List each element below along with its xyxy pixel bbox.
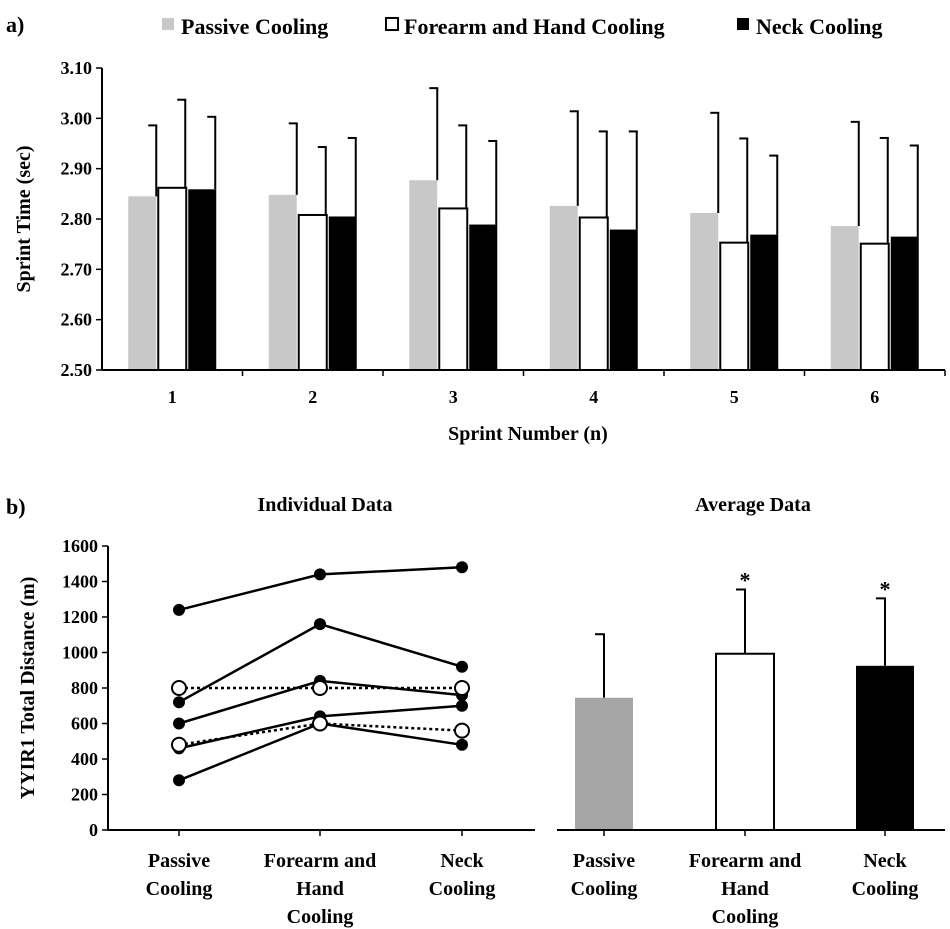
individual-point-1-1 [314,618,326,631]
legend-swatch-forearm [385,17,399,31]
legend-label-neck: Neck Cooling [756,14,883,39]
individual-category-label-0-1: Cooling [146,878,213,900]
panel-b-label: b) [6,494,26,519]
legend: Passive Cooling Forearm and Hand Cooling… [162,14,883,39]
bar-1-3 [578,216,609,371]
individual-point-0-1 [314,568,326,581]
y-tick-label-5: 3.00 [61,108,93,128]
legend-label-forearm: Forearm and Hand Cooling [404,14,665,39]
sprint-time-chart: 2.50 2.60 2.70 2.80 2.90 3.00 3.10 1 2 3 4 5 6 [61,58,946,407]
x-tick-label-2: 3 [449,387,458,407]
panel-a-label: a) [6,12,24,37]
individual-point-5-1 [312,680,328,696]
bar-1-1 [297,213,328,371]
x-tick-label-0: 1 [168,387,177,407]
b-y-tick-label-0: 0 [89,820,98,840]
x-tick-label-3: 4 [589,387,598,407]
x-tick-label-5: 6 [870,387,879,407]
chart-b-ylabel: YYIR1 Total Distance (m) [17,577,39,800]
individual-category-label-0-0: Passive [148,850,210,872]
individual-category-label-1-0: Forearm and [264,850,376,872]
b-y-tick-label-1: 200 [71,785,98,805]
bar-0-2 [409,180,438,370]
average-category-label-0-0: Passive [573,850,635,872]
bar-2-1 [328,216,357,370]
individual-category-label-1-1: Hand [296,878,344,900]
average-category-label-1-1: Hand [721,878,769,900]
legend-label-passive: Passive Cooling [181,14,328,39]
individual-point-4-2 [456,738,468,751]
bar-0-4 [690,212,719,370]
significance-marker-1: * [740,567,751,592]
y-tick-label-0: 2.50 [61,360,93,380]
y-tick-label-3: 2.80 [61,209,93,229]
bar-0-0 [128,196,157,370]
individual-line-4 [178,722,463,782]
individual-point-0-0 [173,603,185,616]
individual-point-4-0 [173,774,185,787]
average-data-chart: * * Passive Cooling Forearm and Hand Cooling Ne… [557,567,945,928]
individual-category-label-2-0: Neck [440,850,484,872]
average-category-label-2-0: Neck [863,850,907,872]
individual-point-3-2 [456,699,468,712]
individual-data-chart: 0 200 400 600 800 1000 1200 1400 1600 Passive Cool… [62,536,535,928]
bar-2-4 [750,234,779,370]
individual-point-2-0 [173,717,185,730]
individual-point-1-2 [456,660,468,673]
significance-marker-2: * [880,576,891,601]
b-y-tick-label-4: 800 [71,678,98,698]
bar-2-2 [469,224,498,370]
average-category-label-2-1: Cooling [852,878,919,900]
bar-1-4 [719,241,750,371]
legend-swatch-passive [162,18,174,30]
bar-1-2 [438,207,469,371]
panel-a: a) Passive Cooling Forearm and Hand Cool… [6,12,946,445]
avg-bar-2 [856,665,914,830]
b-y-tick-label-2: 400 [71,749,98,769]
individual-category-label-2-1: Cooling [429,878,496,900]
y-tick-label-2: 2.70 [61,259,93,279]
avg-bar-0 [575,697,633,830]
individual-point-5-0 [171,680,187,696]
bar-1-0 [157,186,188,371]
individual-point-6-0 [171,736,187,753]
x-tick-label-1: 2 [308,387,317,407]
b-y-tick-label-5: 1000 [62,643,98,663]
bar-0-5 [830,226,859,370]
b-y-tick-label-3: 600 [71,714,98,734]
b-y-tick-label-7: 1400 [62,572,98,592]
x-tick-label-4: 5 [730,387,739,407]
y-tick-label-4: 2.90 [61,159,93,179]
average-category-label-1-2: Cooling [712,906,779,928]
bar-0-1 [268,194,297,370]
individual-point-6-2 [454,722,470,739]
panel-b: b) Individual Data Average Data YYIR1 To… [6,494,945,928]
chart-a-ylabel: Sprint Time (sec) [13,145,35,292]
chart-a-xlabel: Sprint Number (n) [448,423,608,445]
bar-0-3 [549,205,578,370]
y-tick-label-1: 2.60 [61,310,93,330]
avg-bar-1 [715,652,775,831]
individual-category-label-1-2: Cooling [287,906,354,928]
individual-point-6-1 [312,715,328,732]
individual-point-0-2 [456,561,468,574]
average-category-label-0-1: Cooling [571,878,638,900]
individual-point-1-0 [173,696,185,709]
bar-2-0 [188,189,217,370]
b-y-tick-label-6: 1200 [62,607,98,627]
b-y-tick-label-8: 1600 [62,536,98,556]
bar-2-3 [609,229,638,370]
bar-1-5 [859,242,890,371]
legend-swatch-neck [737,18,749,30]
bar-2-5 [890,236,919,370]
individual-point-5-2 [454,680,470,696]
individual-data-title: Individual Data [257,494,392,516]
average-category-label-1-0: Forearm and [689,850,801,872]
average-data-title: Average Data [695,494,811,516]
y-tick-label-6: 3.10 [61,58,93,78]
